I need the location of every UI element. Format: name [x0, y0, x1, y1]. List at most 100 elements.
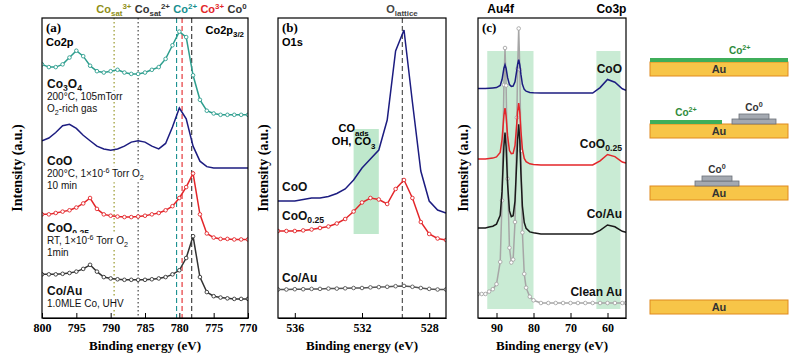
text-part: 0: [242, 2, 247, 11]
x-tick: 780: [171, 313, 189, 335]
text-part: Co: [47, 77, 63, 91]
film-layer: [650, 58, 788, 62]
island-layer: [695, 181, 739, 186]
x-tick-mark: [42, 313, 43, 318]
text-part: -rich gas: [59, 103, 97, 114]
substrate: [650, 186, 788, 200]
x-axis: 90807060: [479, 313, 627, 335]
series-marker: [129, 72, 133, 76]
band-annotation: OH, CO3: [332, 135, 376, 150]
series-marker: [68, 56, 72, 60]
y-axis-title: Intensity (a.u.): [10, 124, 26, 212]
text-part: Co/Au: [47, 284, 82, 298]
text-part: CO: [339, 122, 356, 134]
reference-line-label: Co0: [227, 2, 247, 15]
series-marker: [205, 232, 209, 236]
series-marker: [369, 286, 373, 290]
text-part: lattice: [395, 9, 418, 18]
peak-label: Co2p3/2: [206, 24, 245, 39]
schematic: AuCo2+: [650, 43, 788, 76]
x-tick-mark: [214, 313, 215, 318]
x-axis: 536532528: [279, 313, 447, 335]
x-tick-label: 532: [354, 321, 372, 335]
series-marker: [75, 49, 79, 53]
series-marker: [569, 301, 573, 305]
series-marker: [498, 260, 502, 264]
series-line: [278, 30, 446, 213]
series-marker: [47, 273, 51, 277]
series-marker: [116, 277, 120, 281]
series-marker: [239, 113, 243, 117]
series-label: CoO: [597, 62, 622, 76]
series-marker: [68, 271, 72, 275]
series-marker: [81, 54, 85, 58]
x-tick-label: 528: [421, 321, 439, 335]
series-marker: [184, 185, 188, 189]
series-marker: [95, 270, 99, 274]
series-marker: [178, 196, 182, 200]
series-marker: [129, 278, 133, 282]
series-marker: [554, 301, 558, 305]
series-marker: [427, 232, 431, 236]
series-marker: [402, 284, 406, 288]
series-label: 1.0MLE Co, UHV: [47, 298, 124, 309]
series-marker: [102, 275, 106, 279]
text-part: CoO: [47, 154, 72, 168]
series-marker: [88, 263, 92, 267]
series-marker: [591, 301, 595, 305]
series-marker: [606, 301, 610, 305]
film-label: Co2+: [675, 105, 697, 118]
series-marker: [561, 301, 565, 305]
text-part: CoO: [597, 62, 622, 76]
text-part: CoO: [47, 221, 72, 235]
x-tick-mark: [76, 313, 77, 318]
island-label: Co0: [708, 162, 725, 175]
substrate-label: Au: [712, 125, 727, 137]
series-marker: [191, 73, 195, 77]
x-tick-label: 795: [68, 321, 86, 335]
label-patch: [46, 154, 73, 168]
reference-line-label: Co3+: [200, 2, 224, 15]
series-marker: [191, 234, 195, 238]
text-part: Co: [173, 3, 188, 15]
text-part: 0.25: [605, 143, 622, 153]
island-label: Co0: [745, 100, 762, 113]
series-marker: [205, 290, 209, 294]
text-part: CoO: [580, 137, 605, 151]
series-marker: [123, 215, 127, 219]
reference-line-label: Cosat3+: [96, 2, 132, 19]
series-marker: [598, 301, 602, 305]
text-part: Co: [745, 102, 758, 113]
x-tick-label: 790: [102, 321, 120, 335]
label-patch: [46, 284, 83, 298]
highlight-band: [487, 51, 533, 309]
series-marker: [508, 246, 512, 250]
text-part: 1.0MLE Co, UHV: [47, 298, 124, 309]
series-marker: [109, 277, 113, 281]
x-tick-mark: [295, 313, 296, 318]
x-tick: 90: [491, 313, 503, 335]
series-marker: [150, 68, 154, 72]
series-marker: [136, 72, 140, 76]
series-marker: [226, 297, 230, 301]
text-part: 3: [371, 142, 376, 151]
x-tick-label: 780: [171, 321, 189, 335]
series-line: [478, 103, 626, 165]
series-marker: [293, 229, 297, 233]
series-marker: [419, 286, 423, 290]
reference-line-label: Co2+: [173, 2, 197, 15]
series-marker: [480, 292, 484, 296]
series-marker: [219, 296, 223, 300]
series-marker: [621, 301, 625, 305]
series-line: [278, 180, 446, 240]
panel-letter: (c): [482, 20, 496, 35]
series-marker: [226, 237, 230, 241]
series-marker: [88, 64, 92, 68]
text-part: OH, CO: [332, 135, 372, 147]
x-tick: 80: [528, 313, 540, 335]
series-marker: [539, 301, 543, 305]
series-marker: [123, 278, 127, 282]
plot-area: [278, 18, 446, 318]
x-axis-line: [479, 318, 627, 319]
panel: 536532528Binding energy (eV)Intensity (a…: [256, 3, 448, 353]
